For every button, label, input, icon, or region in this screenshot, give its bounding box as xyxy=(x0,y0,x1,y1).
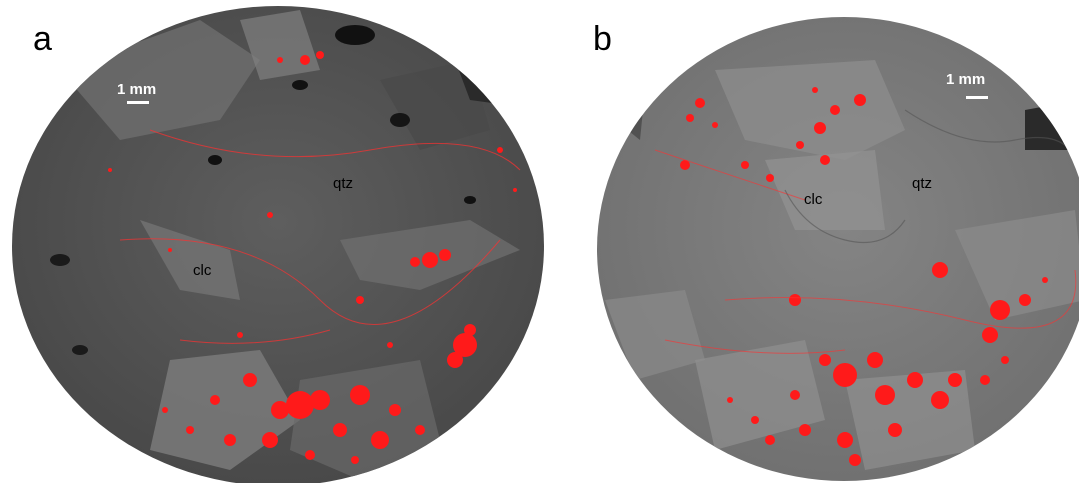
scale-bar-a xyxy=(127,101,149,104)
scale-bar-b xyxy=(966,96,988,99)
panel-a: a 1 mm qtz clc xyxy=(12,6,544,483)
scale-bar-text-a: 1 mm xyxy=(117,81,157,98)
sample-image-b xyxy=(597,17,1079,481)
mineral-label-qtz-b: qtz xyxy=(912,175,933,192)
scale-bar-text-b: 1 mm xyxy=(946,71,986,88)
panel-label-a: a xyxy=(33,20,52,58)
mineral-label-clc-a: clc xyxy=(193,262,212,279)
panel-b: b 1 mm qtz clc xyxy=(545,0,1079,483)
panel-label-b: b xyxy=(593,20,612,58)
texture-b xyxy=(605,60,1079,470)
mineral-label-clc-b: clc xyxy=(804,191,823,208)
sample-image-a xyxy=(12,6,544,483)
mineral-label-qtz-a: qtz xyxy=(333,175,354,192)
